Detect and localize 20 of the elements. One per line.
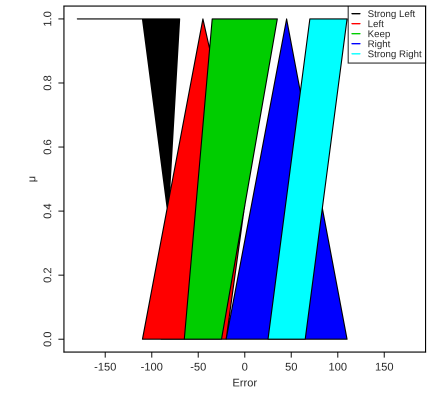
x-tick-label: 150 — [376, 362, 394, 371]
legend-label: Keep — [368, 30, 390, 40]
y-tick-label: 0.6 — [43, 140, 52, 154]
x-tick-label: -150 — [94, 362, 116, 371]
x-tick-label: 0 — [242, 362, 248, 371]
y-tick-label: 0.4 — [43, 204, 52, 218]
legend-label: Strong Left — [368, 10, 416, 20]
x-tick-label: 50 — [286, 362, 298, 371]
legend-label: Right — [368, 40, 390, 50]
y-axis-title: μ — [29, 176, 38, 182]
y-tick-label: 0.2 — [43, 268, 52, 282]
x-axis-title: Error — [233, 378, 257, 387]
legend-label: Strong Right — [368, 50, 422, 60]
y-tick-label: 0.0 — [43, 332, 52, 347]
y-tick-label: 0.8 — [43, 76, 52, 90]
y-tick-label: 1.0 — [43, 12, 52, 26]
x-tick-label: 100 — [329, 362, 347, 371]
legend-label: Left — [368, 20, 384, 28]
x-tick-label: -50 — [190, 362, 206, 371]
x-tick-label: -100 — [141, 362, 162, 371]
